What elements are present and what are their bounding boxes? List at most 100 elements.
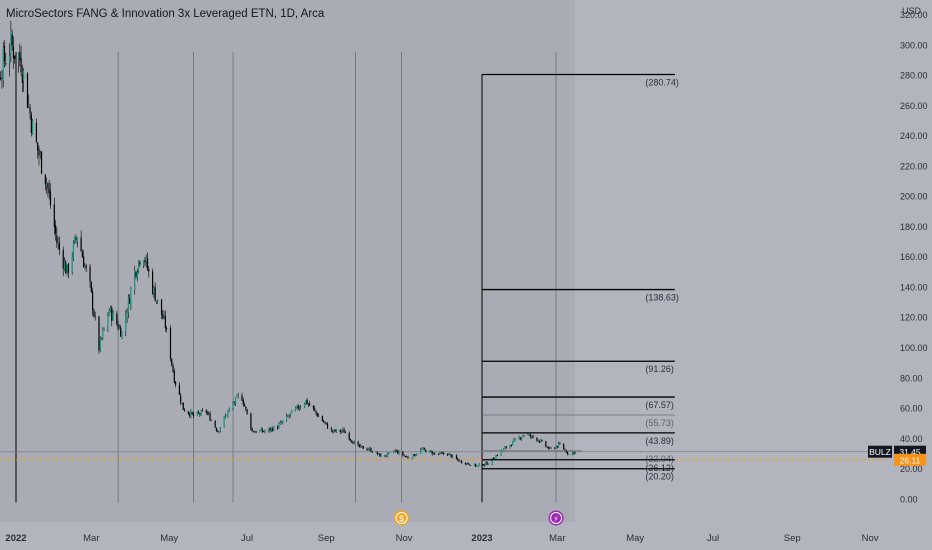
candle-body xyxy=(48,188,50,194)
candle-body xyxy=(152,271,154,294)
candle-body xyxy=(393,451,395,453)
candle-body xyxy=(62,250,64,269)
candle-body xyxy=(112,312,114,321)
candle-body xyxy=(157,299,159,301)
candle-body xyxy=(255,431,257,433)
chart-title: MicroSectors FANG & Innovation 3x Levera… xyxy=(6,8,325,20)
candle-body xyxy=(71,256,73,272)
candle-body xyxy=(452,455,454,458)
candle-body xyxy=(259,430,261,433)
candles xyxy=(0,20,576,468)
candle-body xyxy=(362,446,364,449)
candle-body xyxy=(279,422,281,424)
candle-body xyxy=(241,395,243,401)
candle-body xyxy=(439,452,441,454)
candle-body xyxy=(540,440,542,443)
candle-body xyxy=(510,445,512,446)
candle-body xyxy=(148,269,150,272)
candle-body xyxy=(394,450,396,452)
candle-body xyxy=(295,407,297,411)
symbol-tag xyxy=(868,445,892,458)
candle-body xyxy=(476,465,478,467)
candle-body xyxy=(125,315,127,332)
candle-body xyxy=(277,426,279,429)
candle-body xyxy=(371,451,373,453)
candle-body xyxy=(226,415,228,417)
candle-body xyxy=(503,448,505,451)
candle-body xyxy=(384,455,386,457)
candle-body xyxy=(307,403,309,405)
candle-body xyxy=(287,415,289,417)
candle-body xyxy=(300,407,302,408)
x-tick-label: Sep xyxy=(318,533,335,544)
candle-body xyxy=(332,430,334,432)
candle-body xyxy=(56,235,58,244)
candle-body xyxy=(541,440,543,442)
candle-body xyxy=(566,452,569,454)
candle-body xyxy=(482,464,484,466)
candle-body xyxy=(126,313,128,317)
candle-body xyxy=(90,281,92,292)
candle-body xyxy=(145,257,147,262)
candle-body xyxy=(528,434,530,436)
candle-body xyxy=(473,463,475,466)
candle-body xyxy=(536,437,538,441)
y-tick-label: 100.00 xyxy=(900,343,928,353)
candle-body xyxy=(164,315,166,328)
candle-body xyxy=(232,403,234,409)
candle-body xyxy=(366,448,368,450)
candle-body xyxy=(118,327,121,329)
candle-body xyxy=(415,454,417,456)
candle-body xyxy=(166,327,168,329)
level-label: (43.89) xyxy=(645,436,674,446)
candle-body xyxy=(66,264,68,274)
candle-body xyxy=(98,316,100,351)
candle-body xyxy=(437,453,440,455)
candle-body xyxy=(191,411,193,414)
candle-body xyxy=(30,114,32,133)
candle-body xyxy=(349,439,352,441)
candle-body xyxy=(12,46,15,59)
candle-body xyxy=(388,452,390,454)
candle-body xyxy=(85,265,87,268)
candle-body xyxy=(554,447,556,449)
level-label: (26.12) xyxy=(645,463,674,473)
candle-body xyxy=(242,400,244,405)
candle-body xyxy=(214,420,216,428)
candle-body xyxy=(233,403,235,404)
candle-body xyxy=(468,463,470,465)
candle-body xyxy=(431,451,433,455)
candle-body xyxy=(108,310,110,316)
candle-body xyxy=(250,413,252,429)
candle-body xyxy=(296,405,298,408)
candle-body xyxy=(467,462,469,465)
candle-body xyxy=(246,409,248,414)
candle-body xyxy=(360,445,362,447)
candle-body xyxy=(496,455,498,457)
candle-body xyxy=(500,450,502,456)
candle-body xyxy=(163,315,165,318)
candle-body xyxy=(376,452,378,455)
candle-body xyxy=(39,153,41,155)
candle-body xyxy=(324,421,326,423)
y-tick-label: 180.00 xyxy=(900,222,928,232)
candle-body xyxy=(174,381,177,385)
candle-body xyxy=(357,441,359,445)
candle-body xyxy=(309,403,311,406)
candle-body xyxy=(537,440,539,442)
candle-body xyxy=(348,432,350,440)
candle-body xyxy=(107,316,109,327)
candle-body xyxy=(210,420,212,422)
candle-body xyxy=(35,122,38,143)
candle-body xyxy=(416,454,418,455)
candle-body xyxy=(228,408,230,411)
candle-body xyxy=(343,429,345,433)
candle-body xyxy=(162,314,164,319)
candle-body xyxy=(403,455,405,457)
candle-body xyxy=(326,423,329,429)
dividend-icon-glyph: S xyxy=(399,515,405,524)
candle-body xyxy=(111,307,113,321)
history-shade xyxy=(0,0,575,522)
